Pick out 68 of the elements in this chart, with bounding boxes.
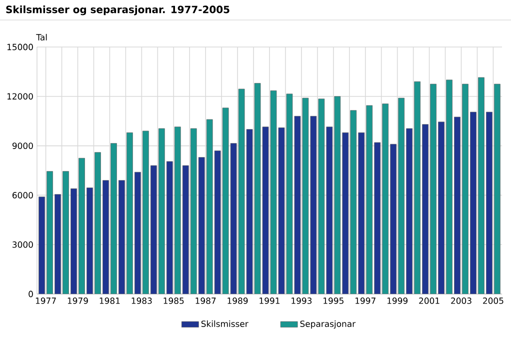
y-tick-label: 15000 [7, 44, 33, 50]
bar [46, 171, 53, 294]
x-tick-label: 1991 [260, 298, 280, 304]
bar [342, 132, 349, 294]
x-tick-label: 1989 [228, 298, 248, 304]
bar [478, 77, 484, 294]
bar [158, 128, 165, 294]
bar [78, 158, 85, 294]
bar [494, 84, 500, 294]
bar [406, 128, 413, 294]
bar [398, 98, 405, 294]
x-tick-label: 1977 [36, 298, 56, 304]
bar [430, 84, 436, 294]
bar [358, 132, 365, 294]
bar [102, 180, 109, 294]
bar [70, 188, 77, 294]
bar [462, 84, 468, 294]
bar [446, 80, 452, 294]
bar [382, 104, 389, 294]
x-tick-label: 1993 [292, 298, 312, 304]
bar [150, 165, 157, 294]
bar [438, 122, 444, 294]
y-tick-label: 6000 [12, 192, 33, 198]
x-tick-label: 1979 [68, 298, 88, 304]
bar [350, 110, 357, 294]
bar [86, 188, 93, 294]
legend-label: Skilsmisser [201, 320, 248, 327]
bar [414, 81, 421, 294]
chart-title: Skilsmisser og separasjonar. 1977-2005 [6, 6, 230, 16]
bar [126, 132, 133, 294]
bar [374, 142, 381, 294]
y-tick-label: 0 [28, 290, 33, 298]
bar [390, 144, 397, 294]
bar [94, 152, 101, 294]
x-tick-label: 1981 [100, 298, 120, 304]
bar [38, 196, 45, 294]
bar [334, 96, 341, 294]
bar [470, 112, 476, 294]
legend-label: Separasjonar [300, 320, 356, 329]
x-tick-label: 2001 [419, 298, 440, 304]
bar [134, 172, 141, 294]
bar [422, 124, 428, 294]
y-tick-label: 9000 [12, 142, 33, 150]
bar [62, 171, 69, 294]
bar [54, 194, 61, 294]
y-tick-label: 12000 [7, 93, 33, 100]
x-tick-label: 1985 [164, 298, 184, 304]
bar [166, 161, 173, 294]
bar [182, 165, 189, 294]
x-tick-label: 2005 [483, 298, 504, 304]
x-tick-label: 2003 [451, 298, 472, 304]
x-tick-label: 1999 [388, 298, 408, 304]
bar [142, 130, 149, 294]
bar [206, 119, 213, 294]
x-tick-label: 1987 [196, 298, 216, 304]
bar [486, 112, 492, 294]
bar [454, 116, 460, 294]
y-axis-title: Tal [36, 34, 47, 40]
bar [118, 180, 125, 294]
bar [110, 143, 117, 294]
x-tick-label: 1995 [324, 298, 344, 304]
bar [366, 105, 373, 294]
x-tick-label: 1997 [356, 298, 376, 304]
bar [190, 128, 197, 294]
bar [198, 157, 205, 294]
bar [174, 126, 181, 294]
y-tick-label: 3000 [12, 241, 33, 248]
x-tick-label: 1983 [132, 298, 152, 304]
